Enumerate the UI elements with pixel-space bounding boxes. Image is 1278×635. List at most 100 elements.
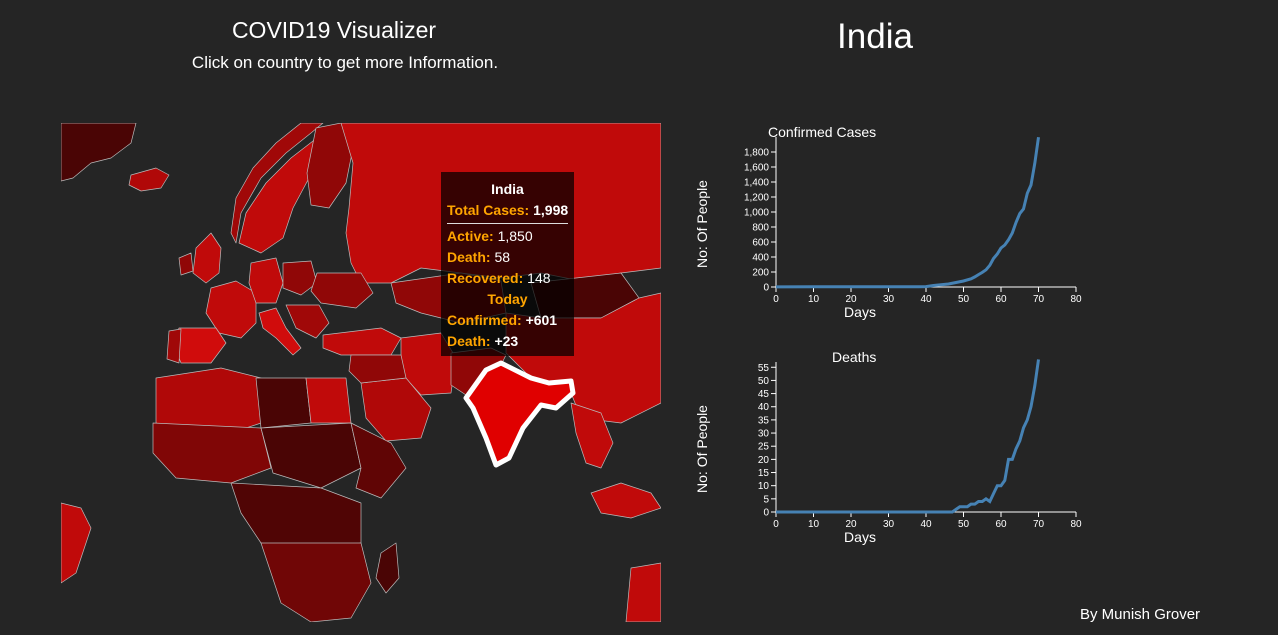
country-poland[interactable] (282, 260, 318, 296)
x-tick-label: 70 (1033, 519, 1045, 530)
deaths-chart: Deaths 0 5 10 15 20 25 30 35 40 45 50 55 0 10 20 30 40 50 6… (690, 345, 1090, 545)
country-egypt[interactable] (305, 377, 352, 424)
tooltip-today-heading: Today (487, 291, 528, 307)
chart-title: Confirmed Cases (768, 124, 876, 140)
country-ireland[interactable] (178, 252, 194, 276)
country-australia-edge[interactable] (625, 562, 661, 622)
tooltip-recovered: Recovered: 148 (447, 268, 568, 289)
series-line (775, 136, 1040, 289)
y-tick-label: 1,000 (744, 208, 769, 219)
country-balkans[interactable] (285, 304, 330, 339)
y-tick-label: 35 (758, 415, 770, 426)
x-tick-label: 50 (958, 294, 970, 305)
y-tick-label: 10 (758, 481, 770, 492)
y-tick-label: 45 (758, 389, 770, 400)
x-tick-label: 30 (883, 294, 895, 305)
x-tick-label: 0 (773, 294, 779, 305)
country-uk[interactable] (192, 232, 222, 284)
tooltip-death-value: 58 (494, 249, 511, 265)
country-indonesia[interactable] (590, 482, 661, 519)
tooltip-today-confirmed: Confirmed: +601 (447, 310, 568, 331)
country-greenland[interactable] (61, 123, 137, 182)
y-tick-label: 5 (763, 494, 769, 505)
selected-country-title: India (837, 17, 913, 56)
tooltip-death-label: Death: (447, 249, 491, 265)
y-tick-label: 30 (758, 429, 770, 440)
x-tick-label: 10 (808, 519, 820, 530)
y-tick-label: 400 (752, 253, 769, 264)
country-west-africa[interactable] (152, 422, 272, 484)
country-south-america-edge[interactable] (61, 502, 92, 584)
tooltip-today-death-value: +23 (494, 333, 519, 349)
x-tick-label: 80 (1070, 294, 1082, 305)
country-india-selected[interactable] (463, 360, 576, 468)
country-central-africa[interactable] (230, 482, 362, 554)
x-tick-label: 60 (995, 519, 1007, 530)
country-germany[interactable] (248, 257, 284, 304)
chart-title: Deaths (832, 349, 876, 365)
y-tick-label: 1,600 (744, 163, 769, 174)
country-libya[interactable] (255, 377, 312, 429)
tooltip-death: Death: 58 (447, 247, 568, 268)
country-tooltip: India Total Cases: 1,998 Active: 1,850 D… (441, 172, 574, 356)
country-iraq-syria[interactable] (348, 354, 407, 384)
country-italy[interactable] (258, 307, 302, 356)
y-tick-label: 0 (763, 283, 769, 294)
tooltip-today-death: Death: +23 (447, 331, 568, 352)
y-tick-label: 55 (758, 363, 770, 374)
x-tick-label: 10 (808, 294, 820, 305)
tooltip-today-confirmed-value: +601 (525, 312, 558, 328)
y-tick-label: 1,800 (744, 148, 769, 159)
confirmed-cases-chart: Confirmed Cases 0 200 400 600 800 1,000 1,200 1,… (690, 120, 1090, 320)
tooltip-recovered-value: 148 (527, 270, 551, 286)
x-tick-label: 30 (883, 519, 895, 530)
footer-credit: By Munish Grover (1080, 606, 1201, 623)
y-tick-label: 20 (758, 455, 770, 466)
tooltip-total-cases-label: Total Cases: (447, 202, 530, 218)
y-tick-label: 0 (763, 508, 769, 519)
x-tick-label: 60 (995, 294, 1007, 305)
deaths-chart-svg: Deaths 0 5 10 15 20 25 30 35 40 45 50 55 0 10 20 30 40 50 6… (694, 349, 1082, 545)
country-southern-africa[interactable] (260, 542, 372, 622)
y-axis-label: No: Of People (694, 405, 710, 493)
country-norway[interactable] (230, 123, 324, 244)
x-tick-label: 0 (773, 519, 779, 530)
tooltip-country-name: India (491, 181, 524, 197)
y-tick-label: 50 (758, 376, 770, 387)
country-turkey[interactable] (322, 327, 402, 356)
x-tick-label: 50 (958, 519, 970, 530)
series-line (776, 359, 1040, 514)
app-title: COVID19 Visualizer (231, 17, 437, 43)
country-portugal[interactable] (166, 328, 182, 364)
y-tick-label: 15 (758, 468, 770, 479)
x-tick-label: 40 (920, 294, 932, 305)
x-tick-label: 70 (1033, 294, 1045, 305)
tooltip-today-confirmed-label: Confirmed: (447, 312, 522, 328)
y-tick-label: 40 (758, 402, 770, 413)
tooltip-divider (447, 223, 568, 224)
x-tick-label: 20 (845, 519, 857, 530)
x-tick-label: 40 (920, 519, 932, 530)
tooltip-active-value: 1,850 (497, 228, 533, 244)
x-axis-label: Days (844, 304, 876, 320)
y-tick-label: 1,200 (744, 193, 769, 204)
y-tick-label: 200 (752, 268, 769, 279)
tooltip-total-cases: Total Cases: 1,998 (447, 200, 568, 221)
tooltip-active: Active: 1,850 (447, 226, 568, 247)
country-france[interactable] (205, 280, 257, 339)
country-iceland[interactable] (128, 167, 170, 192)
app-subtitle: Click on country to get more Information… (191, 53, 499, 72)
country-madagascar[interactable] (375, 542, 400, 594)
country-se-asia[interactable] (570, 402, 614, 469)
x-tick-label: 80 (1070, 519, 1082, 530)
x-axis-label: Days (844, 529, 876, 545)
country-ethiopia-somalia[interactable] (350, 422, 407, 499)
confirmed-cases-chart-svg: Confirmed Cases02004006008001,0001,2001,… (694, 124, 1082, 320)
y-tick-label: 600 (752, 238, 769, 249)
country-sudan-chad[interactable] (260, 422, 362, 489)
world-map-svg[interactable] (61, 123, 661, 622)
country-ukraine[interactable] (310, 272, 374, 309)
x-tick-label: 20 (845, 294, 857, 305)
tooltip-recovered-label: Recovered: (447, 270, 524, 286)
y-axis-label: No: Of People (694, 180, 710, 268)
